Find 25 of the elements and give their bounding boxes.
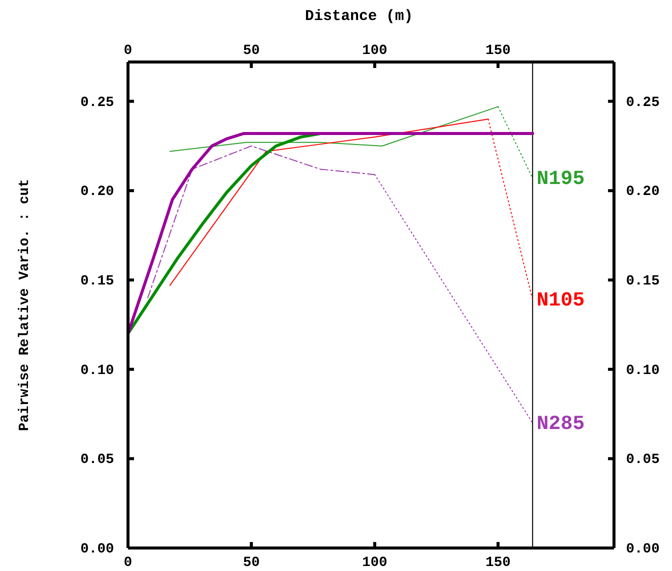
y2-tick-label: 0.25 (626, 94, 660, 111)
x-tick-label: 0 (124, 43, 132, 59)
x2-tick-label: 50 (242, 554, 260, 571)
y-tick-label: 0.10 (80, 362, 114, 379)
y-tick-label: 0.05 (80, 452, 114, 468)
series-label: N105 (536, 290, 585, 313)
x-tick-label: 50 (242, 43, 260, 59)
y-tick-label: 0.20 (80, 184, 114, 200)
x2-axis-title: Distance (m) (304, 8, 414, 25)
y-axis-title: Pairwise Relative Vario. : cut (17, 178, 33, 432)
x2-tick-label: 150 (485, 554, 511, 571)
series-label: N195 (536, 168, 585, 192)
y-tick-label: 0.15 (80, 273, 114, 290)
y2-tick-label: 0.20 (626, 184, 660, 200)
series-label: N285 (536, 412, 585, 436)
y2-tick-label: 0.15 (626, 273, 660, 290)
x-tick-label: 150 (485, 43, 511, 59)
y2-tick-label: 0.10 (626, 362, 660, 379)
y2-tick-label: 0.00 (626, 541, 660, 558)
y-tick-label: 0.25 (80, 94, 114, 111)
y-tick-label: 0.00 (80, 541, 114, 558)
x-tick-label: 100 (362, 43, 388, 59)
y2-tick-label: 0.05 (626, 452, 660, 468)
x2-tick-label: 0 (124, 554, 132, 571)
x2-tick-label: 100 (362, 554, 388, 571)
